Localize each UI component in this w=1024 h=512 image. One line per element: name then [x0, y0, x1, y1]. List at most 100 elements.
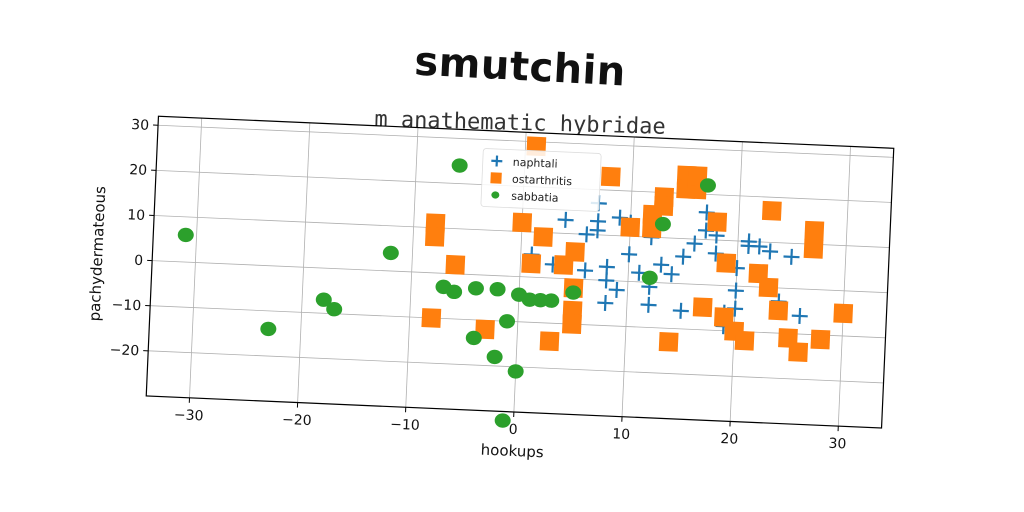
- x-grid-line: [837, 146, 851, 427]
- ostarthritis-point: [804, 220, 825, 241]
- x-grid-line: [729, 141, 743, 422]
- legend-sabbatia-label: sabbatia: [511, 190, 559, 205]
- y-grid-line: [158, 124, 894, 158]
- legend-naphtali-label: naphtali: [513, 156, 558, 171]
- naphtali-point: [557, 211, 574, 228]
- x-tick-label: 10: [612, 426, 631, 443]
- legend-naphtali-marker: [491, 155, 503, 167]
- chart-title: smutchin: [413, 39, 627, 96]
- ostarthritis-point: [810, 329, 831, 350]
- naphtali-point: [589, 222, 606, 239]
- naphtali-point: [783, 248, 800, 265]
- ostarthritis-point: [421, 308, 442, 328]
- ostarthritis-point: [716, 253, 737, 273]
- naphtali-point: [762, 243, 779, 260]
- ostarthritis-point: [539, 331, 560, 352]
- ostarthritis-point: [620, 217, 641, 238]
- ostarthritis-point: [653, 196, 674, 216]
- naphtali-point: [727, 282, 744, 299]
- sabbatia-point: [699, 178, 716, 193]
- data-marks: [177, 136, 854, 428]
- naphtali-point: [608, 281, 625, 298]
- y-axis-label: pachydermateous: [85, 185, 109, 321]
- ostarthritis-point: [734, 330, 755, 351]
- x-tick-label: −30: [174, 407, 204, 424]
- sabbatia-point: [543, 293, 560, 308]
- naphtali-point: [672, 302, 689, 319]
- sabbatia-point: [315, 292, 332, 307]
- ostarthritis-point: [445, 254, 466, 275]
- naphtali-point: [598, 272, 615, 289]
- ostarthritis-point: [788, 342, 809, 362]
- x-tick-label: 0: [508, 422, 518, 438]
- x-tick-label: −20: [282, 412, 312, 429]
- ostarthritis-point: [761, 200, 782, 221]
- legend-box: [480, 148, 602, 212]
- legend-ostarthritis-label: ostarthritis: [512, 173, 573, 189]
- naphtali-point: [791, 307, 808, 325]
- x-grid-line: [297, 122, 311, 403]
- ostarthritis-point: [600, 166, 621, 187]
- legend-ostarthritis-marker: [490, 172, 502, 184]
- y-tick-label: 0: [134, 253, 144, 269]
- y-tick-label: 20: [129, 162, 148, 179]
- sabbatia-point: [654, 216, 671, 232]
- naphtali-point: [686, 235, 703, 252]
- ostarthritis-point: [561, 314, 582, 335]
- naphtali-point: [598, 258, 615, 275]
- ostarthritis-point: [758, 277, 779, 298]
- ostarthritis-point: [424, 226, 445, 247]
- sabbatia-point: [177, 227, 194, 243]
- naphtali-point: [578, 226, 595, 243]
- naphtali-point: [640, 296, 657, 313]
- ostarthritis-point: [803, 238, 824, 259]
- sabbatia-point: [494, 413, 511, 428]
- x-axis-label: hookups: [480, 441, 544, 462]
- ostarthritis-point: [833, 303, 854, 324]
- ostarthritis-point: [521, 253, 542, 274]
- x-grid-line: [189, 118, 203, 398]
- sabbatia-point: [446, 284, 463, 300]
- axis-ticks: −30 −20 −10 0 10 20 30 −20 −10 0 10 20 30: [109, 117, 847, 453]
- grid-lines: [148, 118, 894, 427]
- sabbatia-point: [382, 245, 399, 261]
- x-grid-line: [405, 127, 419, 408]
- y-tick-label: 10: [127, 207, 146, 224]
- naphtali-point: [663, 266, 680, 283]
- ostarthritis-point: [707, 212, 728, 232]
- sabbatia-point: [260, 321, 277, 337]
- x-tick-label: −10: [390, 417, 420, 434]
- sabbatia-point: [465, 330, 482, 346]
- sabbatia-point: [467, 281, 484, 296]
- naphtali-point: [751, 238, 768, 255]
- ostarthritis-point: [692, 297, 713, 318]
- sabbatia-point: [486, 349, 503, 365]
- ostarthritis-point: [658, 332, 679, 352]
- ostarthritis-point: [533, 227, 554, 247]
- sabbatia-point: [326, 302, 343, 317]
- naphtali-point: [621, 246, 638, 263]
- plot-area: −30 −20 −10 0 10 20 30 −20 −10 0 10 20 30 hookups pa…: [85, 115, 895, 462]
- sabbatia-point: [499, 314, 516, 329]
- x-tick-label: 30: [828, 436, 847, 453]
- naphtali-point: [597, 294, 614, 312]
- naphtali-point: [653, 256, 670, 273]
- sabbatia-point: [641, 270, 658, 285]
- sabbatia-point: [451, 158, 468, 173]
- sabbatia-point: [507, 364, 524, 379]
- ostarthritis-point: [768, 300, 789, 321]
- x-tick-label: 20: [720, 431, 739, 448]
- ostarthritis-point: [512, 212, 533, 233]
- x-grid-line: [621, 136, 635, 417]
- ostarthritis-point: [565, 242, 585, 262]
- legend-sabbatia-marker: [491, 191, 500, 199]
- y-grid-line: [150, 305, 886, 339]
- naphtali-point: [577, 262, 594, 279]
- sabbatia-point: [565, 285, 582, 300]
- naphtali-point: [675, 248, 692, 265]
- y-tick-label: −10: [111, 297, 141, 314]
- y-tick-label: 30: [131, 117, 150, 134]
- y-tick-label: −20: [109, 342, 139, 359]
